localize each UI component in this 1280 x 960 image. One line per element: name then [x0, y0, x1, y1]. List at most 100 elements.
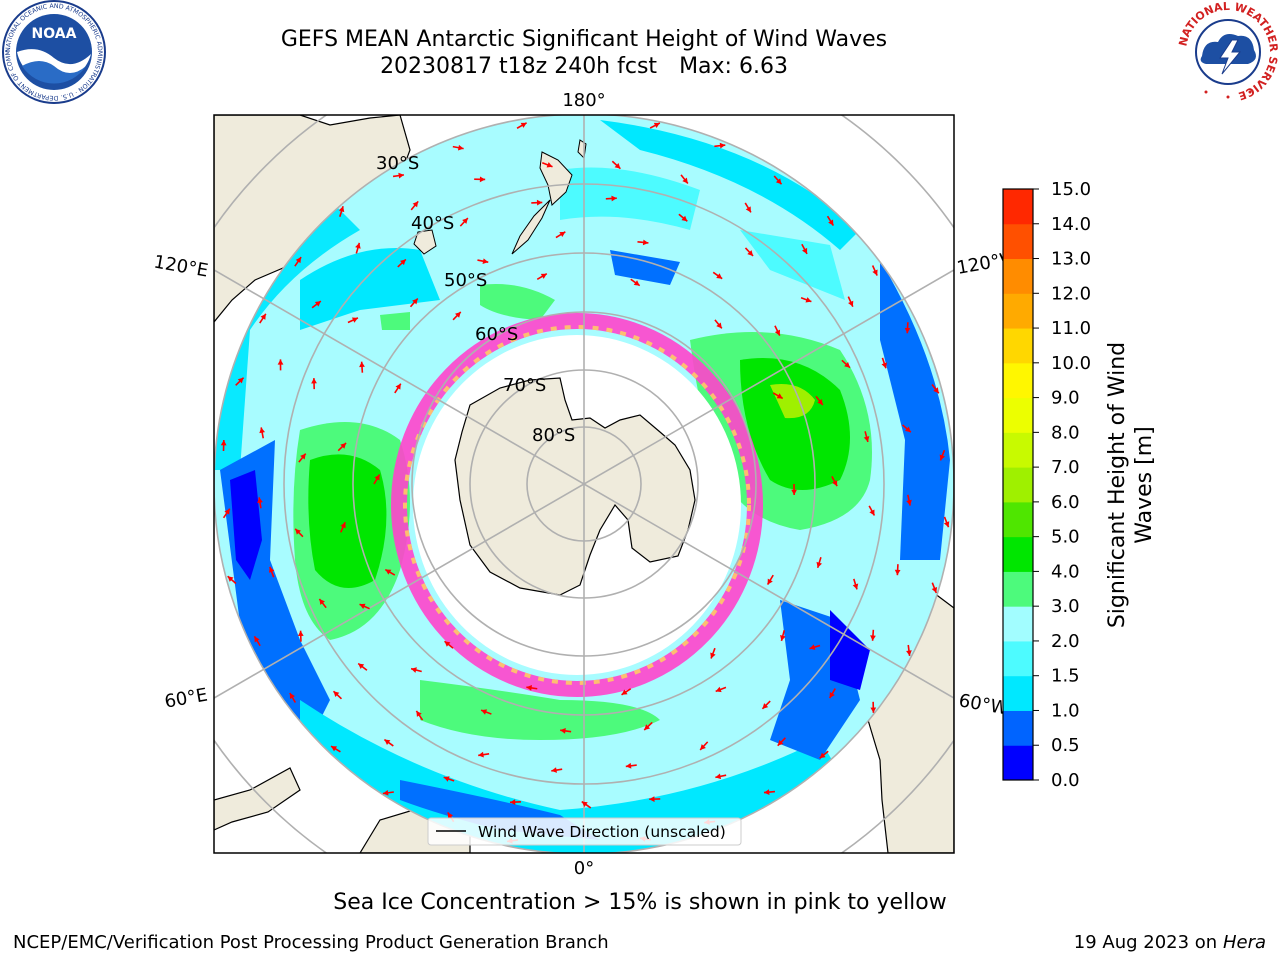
- wave-arrow-head: [520, 122, 527, 128]
- wave-arrow-head: [338, 206, 345, 213]
- wave-arrow-head: [560, 728, 566, 734]
- wave-arrow-head: [829, 692, 835, 699]
- footer-date: 19 Aug 2023 on Hera: [1074, 932, 1266, 953]
- sea-ice-caption: Sea Ice Concentration > 15% is shown in …: [333, 890, 947, 915]
- wave-arrow-head: [259, 427, 265, 434]
- wave-arrow-head: [767, 578, 773, 585]
- wave-arrow-head: [649, 796, 655, 802]
- wave-arrow-head: [894, 569, 901, 576]
- colorbar-tick-label: 2.0: [1051, 631, 1080, 652]
- wave-arrow-head: [747, 250, 754, 256]
- wave-arrow-head: [762, 703, 769, 709]
- wave-arrow-head: [536, 199, 543, 206]
- wave-arrow-head: [716, 273, 723, 279]
- wave-arrow-head: [385, 569, 392, 575]
- wave-arrow-head: [546, 162, 553, 168]
- wave-arrow-head: [816, 561, 822, 568]
- wave-arrow-head: [220, 440, 227, 446]
- lat-label-80: 80°S: [532, 425, 575, 446]
- wave-arrow-head: [763, 789, 770, 795]
- wave-arrow-head: [832, 480, 838, 487]
- wave-arrow-head: [710, 652, 716, 659]
- wave-arrow-head: [881, 362, 887, 369]
- lat-label-60: 60°S: [475, 324, 518, 345]
- wave-arrow-head: [805, 297, 812, 303]
- wave-arrow-head: [869, 509, 875, 516]
- colorbar-segment: [1003, 606, 1033, 642]
- wave-arrow-head: [774, 329, 781, 336]
- wave-arrow-head: [400, 259, 406, 266]
- wave-arrow-head: [395, 383, 401, 390]
- wave-arrow-head: [933, 387, 939, 394]
- wave-arrow-head: [559, 231, 566, 238]
- wave-arrow-head: [931, 586, 938, 593]
- wave-arrow-head: [398, 172, 404, 179]
- nws-logo: NATIONAL WEATHER SERVICE: [1176, 0, 1280, 103]
- lat-label-50: 50°S: [444, 270, 487, 291]
- colorbar-tick-label: 8.0: [1051, 422, 1080, 443]
- wave-arrow-head: [297, 630, 304, 637]
- wave-arrow-head: [260, 313, 266, 320]
- max-value: Max: 6.63: [679, 54, 788, 79]
- colorbar-segment: [1003, 293, 1033, 329]
- wave-arrow-head: [289, 692, 295, 699]
- wave-arrow-head: [780, 635, 786, 641]
- colorbar-segment: [1003, 710, 1033, 746]
- colorbar-frame: [1002, 188, 1034, 781]
- wave-arrow-head: [943, 521, 950, 528]
- wave-arrow-head: [333, 691, 340, 697]
- wave-arrow-head: [447, 812, 454, 819]
- wave-arrow-head: [802, 247, 808, 254]
- wave-arrow-head: [319, 598, 325, 605]
- wave-arrow-head: [443, 776, 450, 782]
- colorbar-tick-label: 11.0: [1051, 318, 1091, 339]
- antarctica-land: [454, 377, 696, 596]
- wave-arrow-head: [716, 322, 722, 329]
- wave-arrow-head: [412, 201, 419, 208]
- wave-arrow-head: [359, 603, 366, 609]
- colorbar-tick-label: 0.0: [1051, 770, 1080, 791]
- wave-arrow-head: [776, 393, 783, 399]
- run-info: 20230817 t18z 240h fcst: [380, 54, 658, 79]
- map-legend: Wind Wave Direction (unscaled): [427, 817, 742, 846]
- wave-arrow-head: [844, 362, 851, 368]
- lon-label-left-lower: 60°E: [163, 684, 209, 712]
- africa-land: [214, 767, 301, 831]
- lat-label-30: 30°S: [376, 153, 419, 174]
- lon-label-right-lower: 60°W: [957, 690, 1010, 719]
- wave-arrow-head: [775, 178, 782, 185]
- wave-arrow-head: [653, 122, 660, 128]
- colorbar-tick-label: 0.5: [1051, 735, 1080, 756]
- wave-arrow-head: [526, 685, 533, 691]
- colorbar-segment: [1003, 640, 1033, 677]
- wave-arrow-head: [863, 436, 870, 442]
- wave-arrow-head: [295, 528, 301, 535]
- wave-arrow-head: [412, 298, 418, 305]
- colorbar-tick-label: 1.0: [1051, 700, 1080, 721]
- wave-arrow-head: [852, 583, 859, 590]
- wave-arrow-head: [237, 377, 244, 384]
- footer-date-text: 19 Aug 2023 on: [1073, 932, 1218, 953]
- wave-arrow-head: [906, 499, 912, 506]
- colorbar-segment: [1003, 536, 1033, 572]
- wave-arrow-head: [481, 709, 488, 715]
- footer-branch: NCEP/EMC/Verification Post Processing Pr…: [13, 932, 609, 953]
- colorbar-tick-label: 7.0: [1051, 457, 1080, 478]
- wave-arrow-head: [809, 644, 816, 650]
- wave-arrow-head: [457, 144, 464, 151]
- colorbar-tick-label: 4.0: [1051, 561, 1080, 582]
- wave-arrow-head: [257, 497, 263, 504]
- legend-text: Wind Wave Direction (unscaled): [478, 823, 726, 841]
- colorbar-segment: [1003, 571, 1033, 607]
- wave-arrow-head: [358, 663, 365, 669]
- wave-arrow-head: [611, 195, 617, 202]
- wave-arrow-head: [224, 508, 230, 515]
- colorbar-segment: [1003, 675, 1033, 711]
- colorbar-segment: [1003, 362, 1033, 399]
- wave-arrow-head: [384, 739, 391, 745]
- wave-arrow-head: [254, 636, 260, 643]
- wave-arrow-head: [314, 301, 321, 307]
- wave-arrow-head: [791, 489, 797, 495]
- wave-arrow-head: [374, 474, 380, 481]
- colorbar-tick-label: 13.0: [1051, 249, 1091, 270]
